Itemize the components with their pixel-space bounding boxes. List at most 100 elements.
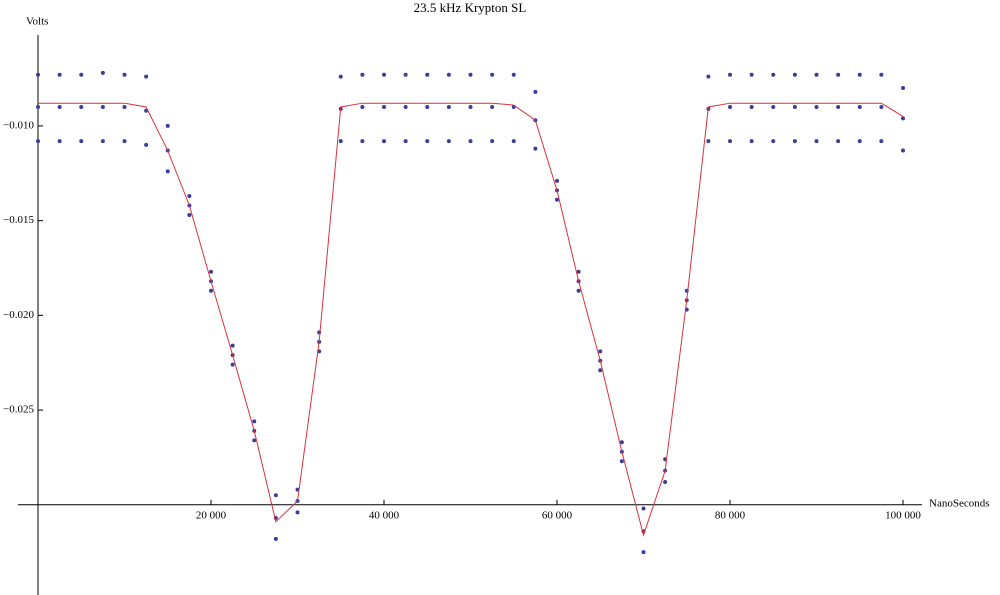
data-point bbox=[468, 72, 473, 77]
data-point bbox=[165, 169, 170, 174]
data-point bbox=[57, 104, 62, 109]
data-point bbox=[273, 493, 278, 498]
data-point bbox=[382, 72, 386, 77]
y-axis-label: Volts bbox=[26, 16, 48, 28]
data-point bbox=[36, 104, 40, 109]
data-point bbox=[533, 146, 538, 151]
data-point bbox=[771, 104, 776, 109]
data-point bbox=[619, 440, 624, 445]
y-tick-label: −0.025 bbox=[3, 404, 34, 416]
data-point bbox=[555, 178, 559, 183]
data-point bbox=[598, 368, 603, 373]
data-point bbox=[511, 72, 516, 77]
x-tick-label: 40 000 bbox=[369, 509, 400, 521]
data-point bbox=[100, 70, 105, 75]
data-point bbox=[749, 139, 754, 144]
data-point bbox=[836, 104, 841, 109]
data-point bbox=[79, 72, 84, 77]
data-point bbox=[252, 438, 257, 443]
data-point bbox=[230, 362, 235, 367]
data-point bbox=[641, 550, 646, 555]
data-point bbox=[879, 104, 884, 109]
data-point bbox=[749, 104, 754, 109]
data-point bbox=[749, 72, 754, 77]
data-point bbox=[209, 288, 213, 293]
data-point bbox=[122, 72, 127, 77]
data-point bbox=[901, 86, 905, 91]
x-axis-label: NanoSeconds bbox=[929, 498, 990, 510]
data-point bbox=[771, 72, 776, 77]
chart-title: 23.5 kHz Krypton SL bbox=[414, 0, 527, 15]
data-point bbox=[382, 139, 386, 144]
data-point bbox=[857, 139, 862, 144]
data-point bbox=[814, 139, 819, 144]
data-point bbox=[446, 72, 451, 77]
data-point bbox=[209, 269, 213, 274]
data-point bbox=[187, 212, 192, 217]
data-point bbox=[252, 419, 257, 424]
data-point bbox=[490, 139, 495, 144]
data-point bbox=[901, 148, 905, 153]
data-point bbox=[122, 104, 127, 109]
fit-line bbox=[38, 102, 904, 537]
data-point bbox=[403, 104, 408, 109]
x-tick-label: 100 000 bbox=[885, 509, 921, 521]
data-point bbox=[879, 139, 884, 144]
data-point bbox=[728, 72, 732, 77]
data-point bbox=[446, 104, 451, 109]
data-point bbox=[619, 459, 624, 464]
data-point bbox=[468, 104, 473, 109]
y-tick-label: −0.020 bbox=[3, 309, 34, 321]
data-point bbox=[706, 139, 711, 144]
data-point bbox=[79, 139, 84, 144]
data-point bbox=[792, 139, 797, 144]
y-tick-label: −0.015 bbox=[3, 214, 34, 226]
data-point bbox=[879, 72, 884, 77]
data-point bbox=[792, 72, 797, 77]
data-point bbox=[857, 104, 862, 109]
data-point bbox=[901, 116, 905, 121]
data-point bbox=[144, 142, 149, 147]
data-point bbox=[814, 104, 819, 109]
data-point bbox=[446, 139, 451, 144]
data-point bbox=[641, 506, 646, 511]
y-tick-label: −0.010 bbox=[3, 119, 34, 131]
x-tick-label: 20 000 bbox=[196, 509, 227, 521]
data-point bbox=[792, 104, 797, 109]
data-point bbox=[122, 139, 127, 144]
data-point bbox=[468, 139, 473, 144]
data-point bbox=[706, 74, 711, 79]
data-point bbox=[555, 197, 559, 202]
data-point bbox=[338, 74, 343, 79]
data-point bbox=[57, 139, 62, 144]
data-point bbox=[728, 104, 732, 109]
data-point bbox=[771, 139, 776, 144]
data-point bbox=[79, 104, 84, 109]
data-point bbox=[360, 72, 365, 77]
data-point bbox=[836, 139, 841, 144]
data-point bbox=[403, 72, 408, 77]
data-point bbox=[295, 510, 300, 515]
data-point bbox=[490, 72, 495, 77]
data-point bbox=[57, 72, 62, 77]
data-point bbox=[230, 343, 235, 348]
data-point bbox=[814, 72, 819, 77]
data-point bbox=[425, 72, 430, 77]
data-point bbox=[576, 269, 581, 274]
x-tick-label: 60 000 bbox=[542, 509, 573, 521]
data-point bbox=[663, 480, 668, 485]
data-point bbox=[857, 72, 862, 77]
data-point bbox=[425, 139, 430, 144]
data-point bbox=[165, 123, 170, 128]
data-point bbox=[360, 139, 365, 144]
data-point bbox=[836, 72, 841, 77]
data-point bbox=[728, 139, 732, 144]
data-point bbox=[576, 288, 581, 293]
data-point bbox=[425, 104, 430, 109]
data-point bbox=[273, 536, 278, 541]
data-point bbox=[36, 72, 40, 77]
x-tick-label: 80 000 bbox=[715, 509, 746, 521]
data-point bbox=[144, 74, 149, 79]
